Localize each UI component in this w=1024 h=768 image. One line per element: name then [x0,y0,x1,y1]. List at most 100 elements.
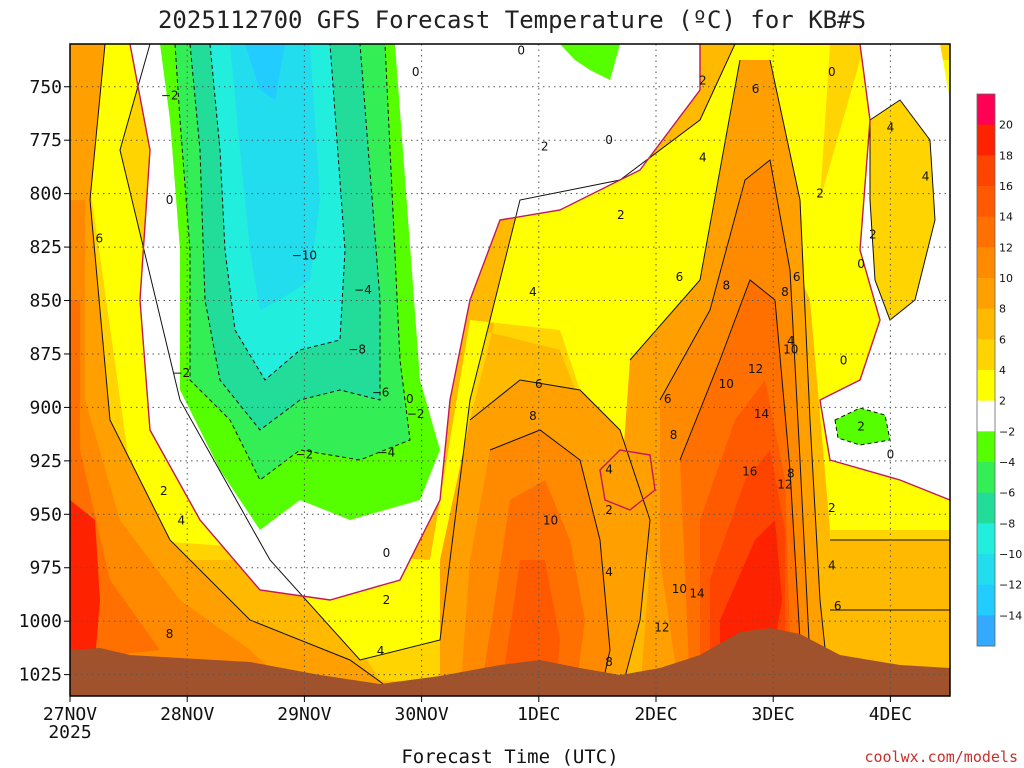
contour-label: 0 [412,65,420,79]
x-tick-label: 4DEC [869,704,912,725]
colorbar-swatch [977,554,995,586]
contour-label: −2 [161,88,179,102]
contour-label: 0 [166,193,174,207]
colorbar-label: 4 [999,364,1006,377]
contour-label: 4 [787,334,795,348]
temperature-warm-west-14c [70,500,100,660]
colorbar-swatch [977,124,995,156]
contour-label: 0 [887,447,895,461]
contour-label: 6 [535,377,543,391]
x-tick-label: 27NOV [43,704,97,725]
contour-label: 8 [781,285,789,299]
contour-label: −2 [172,366,190,380]
colorbar-swatch [977,492,995,524]
colorbar: 20 18 16 14 12 10 8 6 4 2 −2 −4 −6 −8 −10 −12 −14 [976,93,1022,647]
contour-label: 10 [719,377,734,391]
temperature-band-minus-10c [230,44,320,310]
contour-label: 0 [840,353,848,367]
y-tick-label: 825 [29,237,62,258]
contour-label: 0 [605,133,613,147]
colorbar-frame [976,93,996,647]
contour-label: −10 [292,249,317,263]
contour-label: 2 [383,593,391,607]
colorbar-swatch [977,400,995,432]
colorbar-swatch [977,216,995,248]
x-tick-label: 3DEC [752,704,795,725]
contour-label: 0 [406,392,414,406]
colorbar-swatch [977,462,995,494]
colorbar-label: −4 [999,456,1015,469]
colorbar-label: −14 [999,609,1022,622]
colorbar-label: −2 [999,425,1015,438]
contour-label: 2 [828,501,836,515]
temperature-field [70,44,950,696]
contour-label: 4 [377,644,385,658]
contour-label: 8 [529,409,537,423]
contour-label: 4 [887,120,895,134]
y-tick-label: 1000 [19,611,62,632]
contour-label: 0 [517,43,525,57]
x-tick-label: 30NOV [395,704,449,725]
contour-label: 4 [178,514,186,528]
contour-label: 0 [383,546,391,560]
contour-label: 8 [605,655,613,669]
contour-label: 4 [529,285,537,299]
x-tick-label: 2DEC [634,704,677,725]
y-tick-label: 1025 [19,665,62,686]
colorbar-swatch [977,584,995,616]
x-axis: 27NOV 28NOV 29NOV 30NOV 1DEC 2DEC 3DEC 4DEC [43,696,912,725]
temperature-warm-west-8c [70,200,300,696]
colorbar-label: −8 [999,517,1015,530]
x-year-label: 2025 [48,722,91,743]
contour-label: 14 [754,407,769,421]
contour-label: 6 [676,270,684,284]
colorbar-swatch [977,308,995,340]
contour-label: −6 [372,385,390,399]
contour-label: 2 [869,227,877,241]
colorbar-label: 8 [999,303,1006,316]
contour-label: 16 [742,465,757,479]
contour-label: 6 [834,599,842,613]
temperature-warm-west-6c [70,44,400,696]
contour-label: −4 [378,445,396,459]
chart-title: 2025112700 GFS Forecast Temperature (ºC)… [158,6,866,34]
colorbar-swatch [977,431,995,463]
colorbar-label: 2 [999,395,1006,408]
x-tick-label: 1DEC [517,704,560,725]
x-tick-label: 29NOV [277,704,331,725]
temperature-band-minus-2c-east [835,408,890,445]
credit-text: coolwx.com/models [864,748,1018,766]
temperature-band-minus-12c [245,44,285,100]
y-tick-label: 925 [29,451,62,472]
contour-label: 2 [816,187,824,201]
contour-label: 8 [722,279,730,293]
plot-grid [70,44,950,696]
contour-label: 10 [783,343,798,357]
y-axis: 750 775 800 825 850 875 900 925 950 975 1000 1025 [19,77,70,686]
temperature-band-minus-2c-north [560,44,620,80]
contour-label: 10 [672,582,687,596]
y-tick-label: 900 [29,397,62,418]
y-tick-label: 950 [29,504,62,525]
contour-label: 12 [654,621,669,635]
temperature-east-lobe-4c [870,100,935,320]
colorbar-swatch [977,615,995,647]
contour-label: 2 [160,484,168,498]
contour-label: 2 [541,140,549,154]
colorbar-swatch [977,370,995,402]
colorbar-swatch [977,339,995,371]
contour-label: 6 [793,270,801,284]
y-tick-label: 750 [29,77,62,98]
colorbar-swatch [977,186,995,218]
y-tick-label: 850 [29,291,62,312]
contour-label: 4 [605,462,613,476]
colorbar-label: −6 [999,487,1015,500]
x-axis-title: Forecast Time (UTC) [401,746,618,768]
y-tick-label: 875 [29,344,62,365]
contour-label: 2 [605,503,613,517]
colorbar-label: 6 [999,333,1006,346]
contour-labels: 0 0 0 0 0 0 0 0 0 0 2 2 2 2 2 2 2 2 2 2 −2 −2 −2 −2 −4 −4 −6 −8 −10 4… [95,43,929,668]
contour-label: 2 [699,73,707,87]
colorbar-swatch [977,523,995,555]
